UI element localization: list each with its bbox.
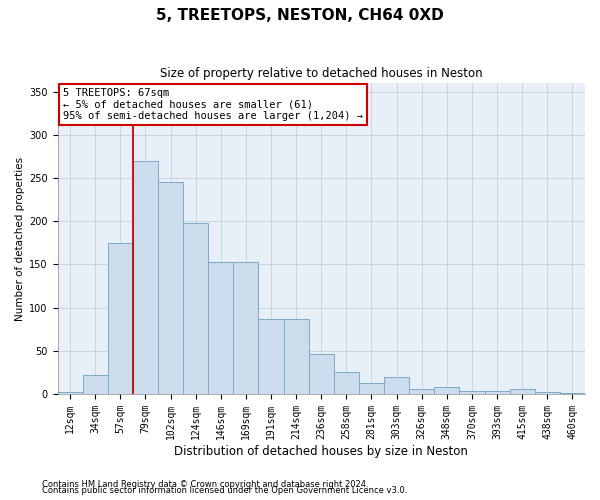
Bar [409,389,434,394]
Bar [460,390,485,394]
Bar [308,354,334,394]
Bar [535,392,560,394]
Bar [233,262,259,394]
Bar [509,389,535,394]
Bar [434,387,460,394]
Text: Contains HM Land Registry data © Crown copyright and database right 2024.: Contains HM Land Registry data © Crown c… [42,480,368,489]
Bar [158,182,183,394]
Bar [284,319,308,394]
Bar [259,319,284,394]
Y-axis label: Number of detached properties: Number of detached properties [15,156,25,320]
X-axis label: Distribution of detached houses by size in Neston: Distribution of detached houses by size … [175,444,468,458]
Bar [58,392,83,394]
Bar [334,372,359,394]
Bar [133,161,158,394]
Text: Contains public sector information licensed under the Open Government Licence v3: Contains public sector information licen… [42,486,407,495]
Bar [183,223,208,394]
Title: Size of property relative to detached houses in Neston: Size of property relative to detached ho… [160,68,482,80]
Bar [208,262,233,394]
Bar [108,243,133,394]
Bar [560,393,585,394]
Bar [485,390,509,394]
Bar [359,382,384,394]
Text: 5 TREETOPS: 67sqm
← 5% of detached houses are smaller (61)
95% of semi-detached : 5 TREETOPS: 67sqm ← 5% of detached house… [63,88,363,121]
Bar [384,376,409,394]
Text: 5, TREETOPS, NESTON, CH64 0XD: 5, TREETOPS, NESTON, CH64 0XD [156,8,444,22]
Bar [83,375,108,394]
